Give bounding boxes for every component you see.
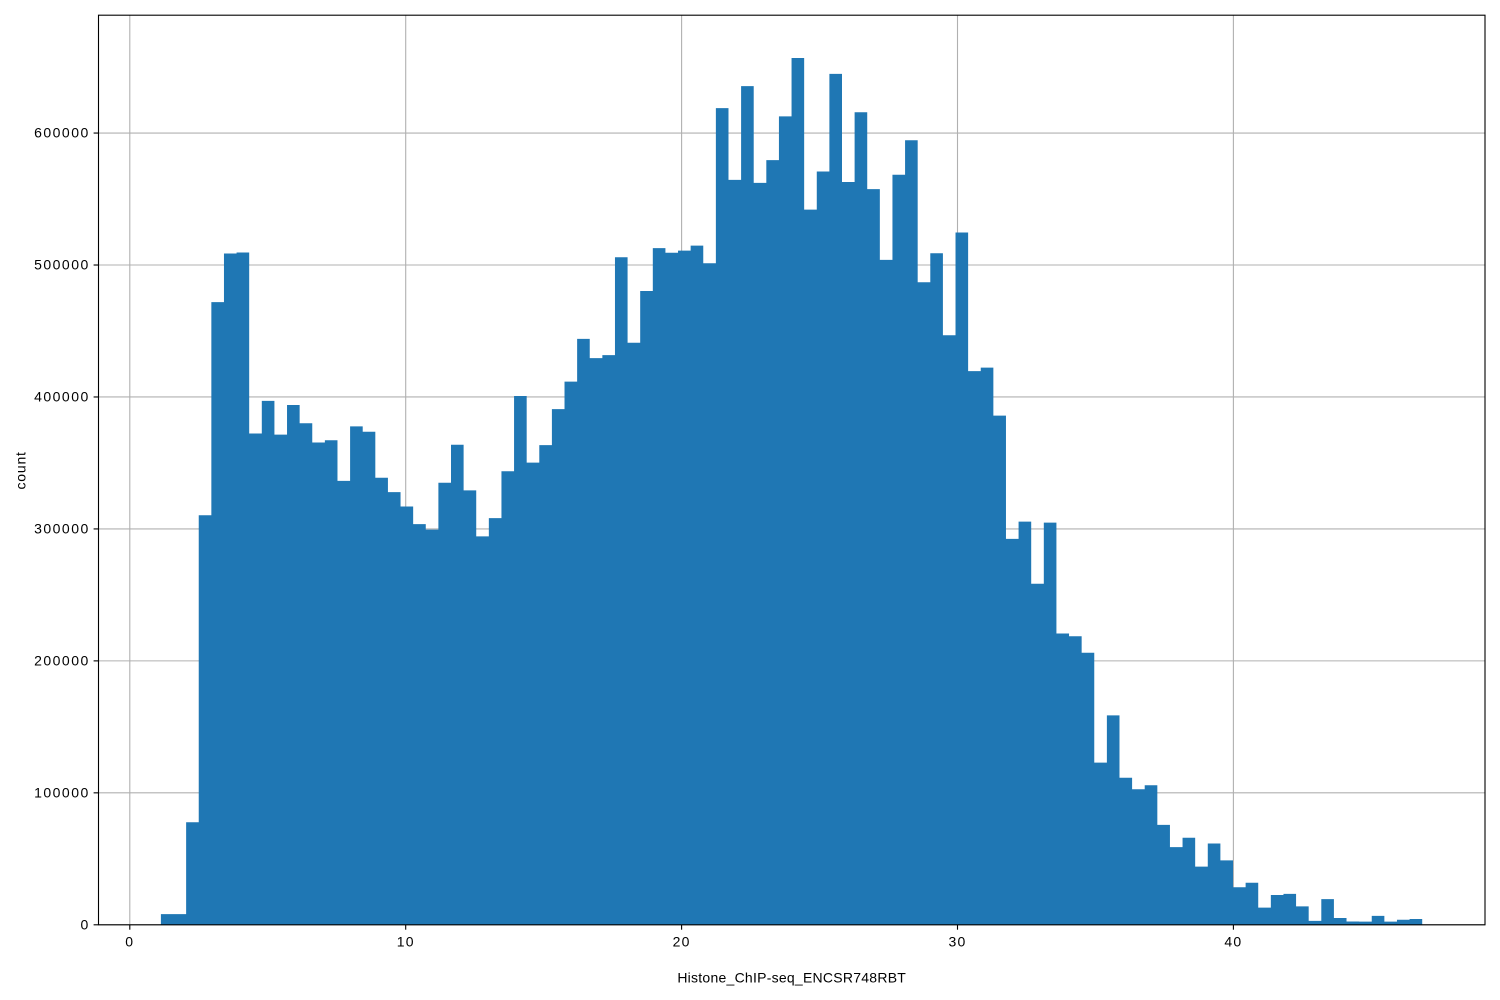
svg-text:300000: 300000	[34, 520, 90, 536]
svg-text:20: 20	[673, 933, 691, 949]
svg-text:40: 40	[1224, 933, 1242, 949]
svg-text:10: 10	[397, 933, 415, 949]
svg-text:0: 0	[125, 933, 134, 949]
svg-text:0: 0	[81, 916, 90, 932]
svg-text:200000: 200000	[34, 652, 90, 668]
svg-text:Histone_ChIP-seq_ENCSR748RBT: Histone_ChIP-seq_ENCSR748RBT	[677, 969, 906, 985]
svg-text:count: count	[13, 451, 29, 489]
svg-text:100000: 100000	[34, 784, 90, 800]
svg-text:30: 30	[949, 933, 967, 949]
svg-text:500000: 500000	[34, 257, 90, 273]
svg-text:400000: 400000	[34, 388, 90, 404]
svg-text:600000: 600000	[34, 125, 90, 141]
